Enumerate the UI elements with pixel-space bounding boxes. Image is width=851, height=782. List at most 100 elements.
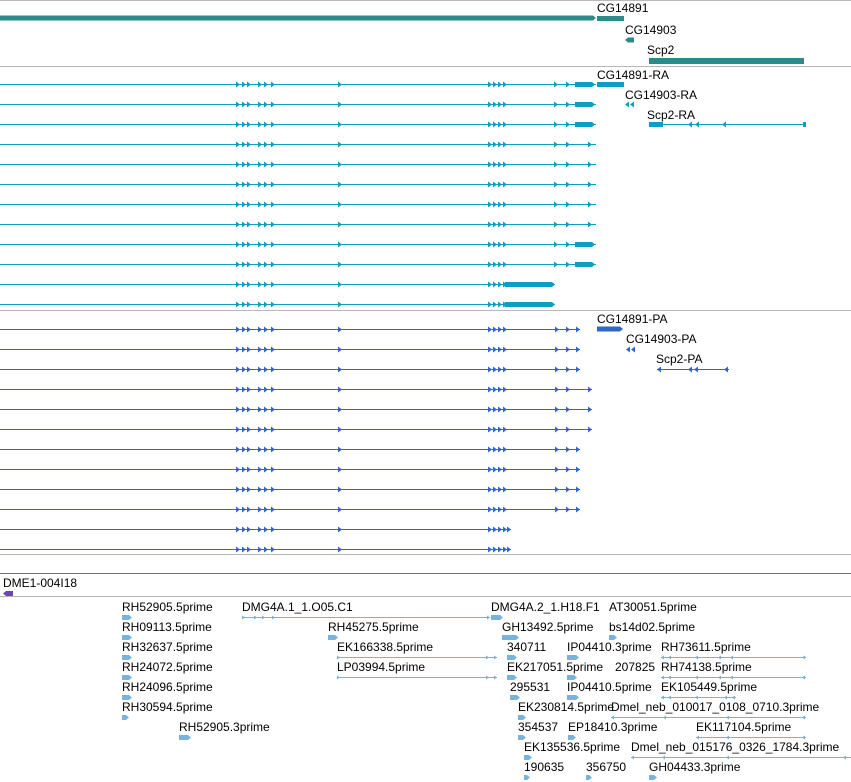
protein-label: CG14891-PA bbox=[597, 312, 667, 326]
est-arrow bbox=[802, 655, 805, 660]
exon-arrow bbox=[247, 526, 251, 533]
exon-arrow bbox=[338, 301, 342, 308]
est-arrow bbox=[242, 615, 245, 620]
est-arrow bbox=[337, 675, 340, 680]
exon-arrow bbox=[488, 141, 492, 148]
exon-arrow bbox=[264, 506, 268, 513]
exon-arrow bbox=[242, 301, 246, 308]
exon-arrow bbox=[247, 81, 251, 88]
exon-arrow bbox=[247, 161, 251, 168]
exon-arrow bbox=[271, 201, 275, 208]
est-arrow bbox=[730, 675, 733, 680]
exon-arrow bbox=[488, 121, 492, 128]
exon-arrow bbox=[258, 241, 262, 248]
exon-arrow bbox=[503, 546, 507, 553]
exon-arrow bbox=[247, 141, 251, 148]
exon-arrow bbox=[588, 161, 592, 168]
exon-arrow bbox=[498, 406, 502, 413]
exon-arrow bbox=[242, 326, 246, 333]
est-label: 295531 bbox=[510, 680, 550, 694]
gene-bar bbox=[625, 37, 634, 43]
est-label: DMG4A.1_1.O05.C1 bbox=[242, 600, 353, 614]
exon-arrow bbox=[242, 261, 246, 268]
est-label: bs14d02.5prime bbox=[609, 620, 695, 634]
exon-block bbox=[575, 242, 595, 247]
exon-arrow bbox=[264, 406, 268, 413]
exon-arrow bbox=[507, 526, 511, 533]
exon-arrow bbox=[242, 406, 246, 413]
exon-arrow bbox=[264, 261, 268, 268]
exon-arrow bbox=[236, 446, 240, 453]
exon-arrow bbox=[242, 201, 246, 208]
exon-arrow bbox=[338, 406, 342, 413]
est-label: RH73611.5prime bbox=[661, 640, 751, 654]
exon-arrow bbox=[554, 181, 558, 188]
est-arrow bbox=[254, 615, 257, 620]
exon-arrow bbox=[493, 326, 497, 333]
exon-arrow bbox=[688, 121, 692, 128]
est-arrow bbox=[494, 675, 497, 680]
exon-arrow bbox=[555, 406, 559, 413]
exon-arrow bbox=[338, 281, 342, 288]
exon-arrow bbox=[264, 141, 268, 148]
exon-arrow bbox=[498, 201, 502, 208]
est-label: IP04410.3prime bbox=[567, 640, 652, 654]
exon-arrow bbox=[554, 161, 558, 168]
exon-arrow bbox=[493, 281, 497, 288]
est-feature bbox=[518, 715, 526, 720]
exon-arrow bbox=[242, 281, 246, 288]
exon-arrow bbox=[236, 326, 240, 333]
exon-arrow bbox=[264, 466, 268, 473]
exon-arrow bbox=[236, 121, 240, 128]
exon-arrow bbox=[493, 301, 497, 308]
exon-arrow bbox=[498, 261, 502, 268]
exon-arrow bbox=[555, 366, 559, 373]
est-feature bbox=[122, 715, 129, 720]
exon-arrow bbox=[338, 366, 342, 373]
est-arrow bbox=[732, 695, 735, 700]
exon-arrow bbox=[258, 141, 262, 148]
exon-arrow bbox=[498, 301, 502, 308]
exon-arrow bbox=[236, 141, 240, 148]
est-label: EK230814.5prime bbox=[518, 700, 614, 714]
exon-arrow bbox=[236, 526, 240, 533]
exon-arrow bbox=[338, 121, 342, 128]
est-arrow bbox=[486, 675, 489, 680]
exon-arrow bbox=[264, 486, 268, 493]
exon-arrow bbox=[503, 506, 507, 513]
exon-arrow bbox=[555, 426, 559, 433]
exon-arrow bbox=[338, 221, 342, 228]
exon-arrow bbox=[488, 526, 492, 533]
exon-arrow bbox=[271, 446, 275, 453]
exon-arrow bbox=[566, 241, 570, 248]
exon-arrow bbox=[247, 326, 251, 333]
exon-arrow bbox=[258, 546, 262, 553]
exon-arrow bbox=[498, 446, 502, 453]
exon-arrow bbox=[236, 241, 240, 248]
est-arrow bbox=[486, 655, 489, 660]
clone-label: DME1-004I18 bbox=[3, 576, 77, 590]
exon-arrow bbox=[631, 346, 635, 353]
est-arrow bbox=[494, 655, 497, 660]
exon-arrow bbox=[242, 346, 246, 353]
est-label: RH52905.5prime bbox=[122, 600, 213, 614]
exon-arrow bbox=[258, 121, 262, 128]
exon-arrow bbox=[236, 261, 240, 268]
exon-arrow bbox=[242, 181, 246, 188]
est-arrow bbox=[668, 695, 671, 700]
exon-arrow bbox=[488, 201, 492, 208]
exon-arrow bbox=[264, 446, 268, 453]
exon-arrow bbox=[498, 466, 502, 473]
est-arrow bbox=[663, 715, 666, 720]
exon-arrow bbox=[503, 446, 507, 453]
exon-arrow bbox=[338, 101, 342, 108]
exon-arrow bbox=[566, 201, 570, 208]
exon-arrow bbox=[236, 386, 240, 393]
gene-label: CG14891 bbox=[597, 1, 649, 15]
exon-block bbox=[505, 302, 555, 307]
exon-arrow bbox=[488, 366, 492, 373]
exon-arrow bbox=[503, 181, 507, 188]
exon-arrow bbox=[498, 346, 502, 353]
est-feature bbox=[122, 675, 132, 680]
exon-arrow bbox=[264, 326, 268, 333]
